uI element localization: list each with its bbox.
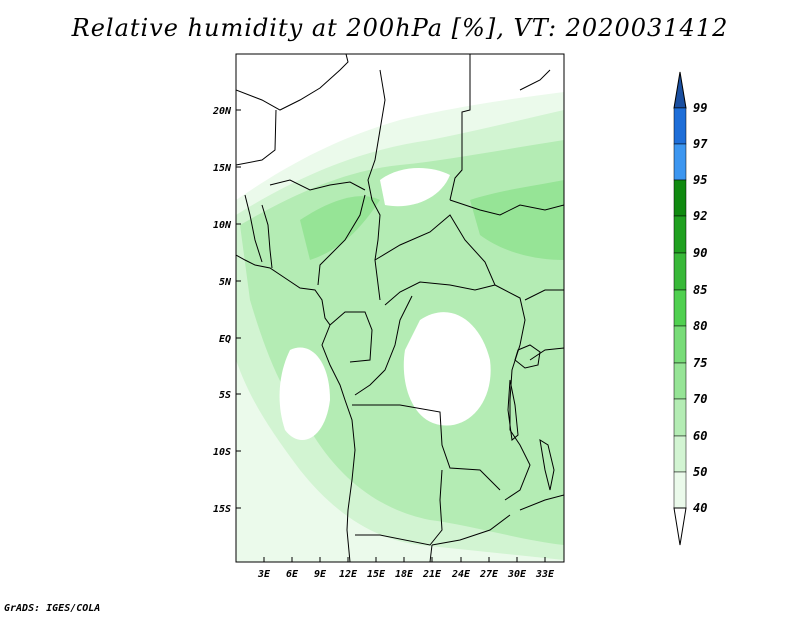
lat-tick-label: EQ <box>219 334 231 345</box>
colorbar-box-90-92 <box>673 215 687 254</box>
colorbar-label: 40 <box>693 501 707 515</box>
lon-tick-label: 3E <box>257 569 271 580</box>
border-nigeria-cameroon <box>317 194 366 286</box>
border-drc-south <box>352 404 501 491</box>
lat-tick-label: 5S <box>219 390 231 401</box>
coastlines-borders <box>236 54 564 562</box>
lake-victoria <box>514 344 541 369</box>
colorbar-box-70-75 <box>673 362 687 400</box>
border-drc-east <box>494 284 531 501</box>
border-chad-sudan <box>367 69 386 301</box>
colorbar-box-85-90 <box>673 252 687 291</box>
border-car <box>374 214 496 306</box>
colorbar-label: 60 <box>693 429 707 443</box>
border-ghana <box>261 204 273 269</box>
border-mali-niger <box>236 109 277 166</box>
humidity-hole-central <box>403 312 491 426</box>
colorbar-box-40-50 <box>673 471 687 509</box>
colorbar-label: 70 <box>693 392 707 406</box>
humidity-band-70 <box>300 196 380 260</box>
lat-tick-label: 10S <box>213 447 231 458</box>
border-east-africa <box>524 289 564 301</box>
plot-frame <box>235 53 565 563</box>
lake-malawi <box>539 438 555 491</box>
lon-axis: 3E 6E 9E 12E 15E 18E 21E 24E 27E 30E 33E <box>257 557 555 580</box>
lon-tick-label: 6E <box>286 569 299 580</box>
border-niger-nigeria <box>269 179 366 191</box>
border-west-small <box>244 194 263 263</box>
border-angola-zambia <box>355 469 443 546</box>
humidity-band-70-east <box>470 180 564 260</box>
lon-tick-label: 21E <box>422 569 442 580</box>
lon-tick-label: 33E <box>535 569 555 580</box>
colorbar-label: 90 <box>693 246 707 260</box>
border-gabon <box>329 311 373 363</box>
colorbar-label: 85 <box>693 283 707 297</box>
colorbar-label: 99 <box>693 101 707 115</box>
lat-tick-label: 5N <box>219 277 232 288</box>
colorbar-box-80-85 <box>673 289 687 327</box>
colorbar-box-92-95 <box>673 179 687 217</box>
colorbar-label: 92 <box>693 209 707 223</box>
border-zambia-zim <box>431 514 511 546</box>
border-libya-egypt <box>449 54 471 201</box>
lon-tick-label: 27E <box>479 569 499 580</box>
colorbar-box-95-97 <box>673 143 687 181</box>
lon-tick-label: 18E <box>395 569 414 580</box>
lat-axis: 20N 15N 10N 5N EQ 5S 10S 15S <box>212 106 241 515</box>
colorbar-label: 97 <box>693 137 708 151</box>
colorbar-top-arrow <box>673 71 687 109</box>
lat-tick-label: 10N <box>213 220 232 231</box>
grads-credit: GrADS: IGES/COLA <box>4 603 101 614</box>
colorbar-box-60-70 <box>673 398 687 437</box>
lat-tick-label: 20N <box>212 106 232 117</box>
lon-tick-label: 24E <box>451 569 471 580</box>
lake-tanganyika <box>507 379 519 441</box>
lat-tick-label: 15S <box>213 504 231 515</box>
colorbar-label: 75 <box>693 356 707 370</box>
border-congo-drc <box>354 295 413 396</box>
colorbar-label: 80 <box>693 319 707 333</box>
lon-tick-label: 9E <box>314 569 327 580</box>
colorbar-box-97-99 <box>673 107 687 145</box>
lat-tick-label: 15N <box>213 163 232 174</box>
colorbar: 99 97 95 92 90 85 80 75 70 60 50 40 <box>673 71 708 546</box>
colorbar-label: 50 <box>693 465 707 479</box>
coastline-west-africa <box>236 254 356 562</box>
humidity-field <box>236 92 564 562</box>
lon-tick-label: 15E <box>367 569 386 580</box>
border-mozambique <box>519 494 564 511</box>
colorbar-label: 95 <box>693 173 707 187</box>
humidity-hole-west <box>279 347 330 440</box>
colorbar-bottom-arrow <box>673 507 687 546</box>
border-sudan-south <box>449 199 564 216</box>
border-sahara-north <box>236 54 349 111</box>
colorbar-box-50-60 <box>673 435 687 473</box>
colorbar-box-75-80 <box>673 325 687 364</box>
map-title: Relative humidity at 200hPa [%], VT: 202… <box>71 14 729 42</box>
lon-tick-label: 12E <box>339 569 358 580</box>
coast-ethiopia <box>519 69 551 91</box>
humidity-hole-north <box>380 168 450 207</box>
lon-tick-label: 30E <box>507 569 527 580</box>
border-tanzania <box>529 347 564 361</box>
coast-southeast <box>429 544 433 562</box>
